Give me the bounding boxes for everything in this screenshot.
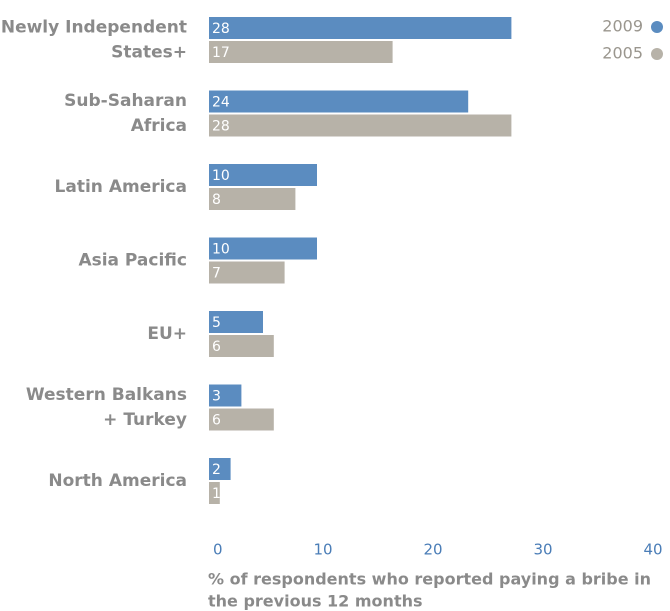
category-label: Western Balkans	[26, 385, 187, 405]
bar	[209, 90, 469, 113]
value-label: 1	[212, 486, 221, 502]
bar	[209, 384, 242, 407]
x-tick-label: 40	[643, 541, 662, 559]
x-tick-label: 30	[533, 541, 552, 559]
bar	[209, 482, 220, 504]
category-label: Sub-Saharan	[64, 91, 187, 111]
category-label: Africa	[131, 116, 187, 136]
value-label: 7	[212, 266, 221, 282]
legend-label: 2009	[602, 17, 643, 36]
value-label: 6	[212, 413, 221, 429]
category-label: Newly Independent	[1, 18, 187, 38]
bar	[209, 41, 393, 63]
value-label: 10	[212, 242, 230, 258]
bar	[209, 261, 285, 284]
bar	[209, 164, 317, 186]
bar	[209, 188, 296, 210]
x-tick-label: 10	[313, 541, 332, 559]
legend-label: 2005	[602, 44, 643, 63]
value-label: 28	[212, 119, 230, 135]
value-label: 28	[212, 21, 230, 37]
bar	[209, 17, 512, 39]
bar	[209, 311, 263, 333]
bar	[209, 408, 274, 431]
value-label: 5	[212, 315, 221, 331]
x-axis-label: % of respondents who reported paying a b…	[208, 570, 651, 589]
value-label: 3	[212, 389, 221, 405]
category-label: EU+	[147, 324, 187, 344]
value-label: 17	[212, 45, 230, 61]
category-label: North America	[48, 471, 187, 491]
value-label: 2	[212, 462, 221, 478]
legend-swatch	[651, 48, 663, 60]
category-label: Asia Pacific	[78, 251, 187, 271]
legend-swatch	[651, 21, 663, 33]
x-tick-label: 0	[213, 541, 223, 559]
bar	[209, 237, 317, 260]
bar	[209, 458, 231, 480]
bar	[209, 335, 274, 357]
category-label: + Turkey	[103, 410, 187, 430]
x-tick-label: 20	[423, 541, 442, 559]
value-label: 24	[212, 95, 230, 111]
value-label: 6	[212, 339, 221, 355]
x-axis-label: the previous 12 months	[208, 592, 423, 611]
value-label: 8	[212, 192, 221, 208]
category-label: Latin America	[55, 177, 187, 197]
bar	[209, 114, 512, 137]
value-label: 10	[212, 168, 230, 184]
category-label: States+	[111, 43, 187, 63]
